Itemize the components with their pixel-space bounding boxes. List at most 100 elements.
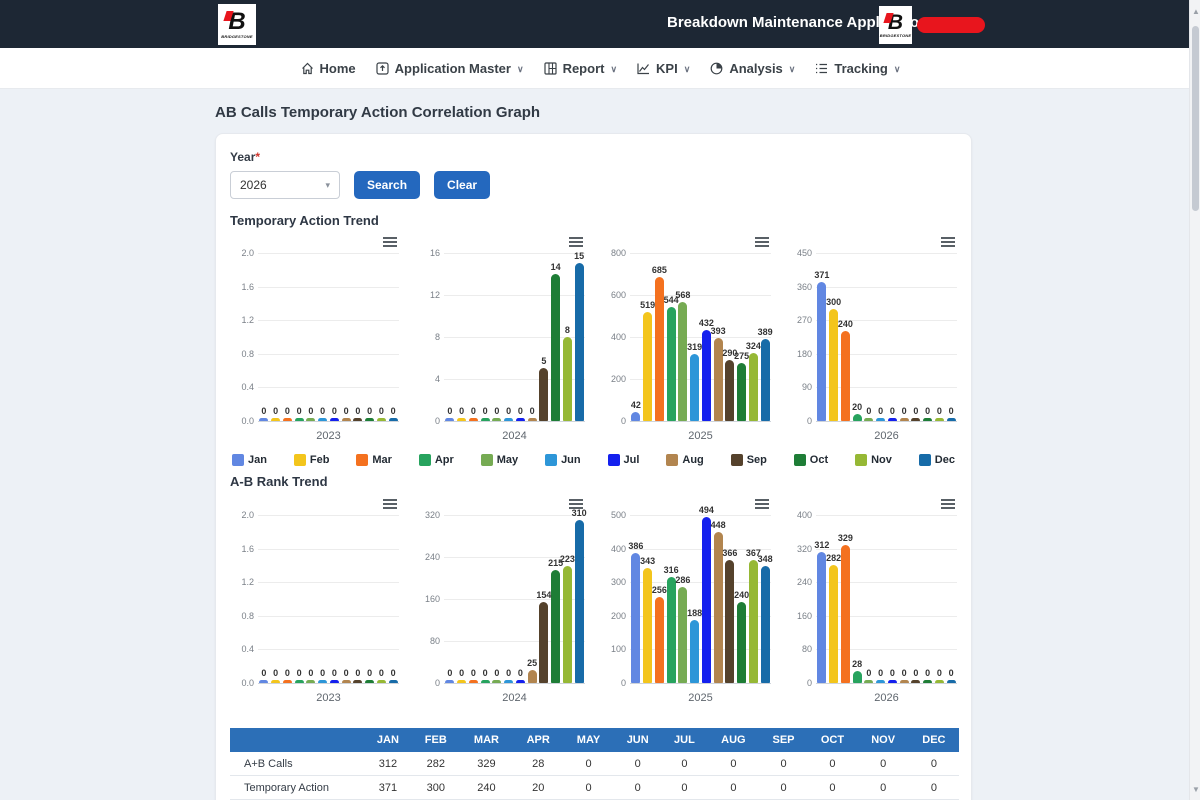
chart-hamburger-menu-icon[interactable]: [941, 499, 955, 511]
table-cell: 300: [411, 775, 460, 800]
bar-shape: [271, 680, 281, 683]
legend-item-nov[interactable]: Nov: [855, 454, 892, 466]
bridgestone-logo-small: B BRIDGESTONE: [879, 6, 912, 44]
chart-hamburger-menu-icon[interactable]: [383, 499, 397, 511]
bar-value-label: 0: [390, 406, 396, 416]
bar-shape: [643, 312, 653, 421]
bar-value-label: 0: [494, 406, 500, 416]
bar-shape: [329, 418, 339, 421]
chart-hamburger-menu-icon[interactable]: [383, 237, 397, 249]
legend-swatch: [232, 454, 244, 466]
nav-item-application-master[interactable]: Application Master ∨: [375, 61, 524, 76]
bar-value-label: 0: [913, 668, 919, 678]
table-cell: 0: [613, 775, 662, 800]
legend-item-aug[interactable]: Aug: [666, 454, 704, 466]
bar-feb: 519: [640, 239, 655, 421]
table-cell: 329: [459, 752, 514, 776]
legend-swatch: [730, 454, 743, 466]
bar-value-label: 14: [550, 262, 561, 272]
gridline: [630, 683, 771, 684]
gridline: [630, 582, 771, 583]
legend-item-apr[interactable]: Apr: [418, 454, 454, 466]
bar-jan: 0: [445, 239, 455, 421]
bar-shape: [551, 570, 561, 683]
vertical-scrollbar[interactable]: ▲ ▼: [1189, 0, 1200, 800]
chart-hamburger-menu-icon[interactable]: [569, 237, 583, 249]
table-cell: 0: [563, 775, 614, 800]
legend-item-jun[interactable]: Jun: [545, 454, 581, 466]
bar-shape: [713, 338, 723, 421]
nav-item-analysis[interactable]: Analysis ∨: [709, 61, 795, 76]
gridline: [258, 421, 399, 422]
gridline: [630, 515, 771, 516]
bar-may: 0: [492, 239, 502, 421]
main-nav: Home Application Master ∨ Report ∨ KPI ∨ Analys…: [0, 48, 1200, 89]
legend-item-dec[interactable]: Dec: [918, 454, 955, 466]
bar-apr: 28: [852, 501, 862, 683]
bar-jul: 0: [887, 239, 897, 421]
legend-item-sep[interactable]: Sep: [730, 454, 767, 466]
table-header-apr: APR: [513, 728, 564, 752]
bar-value-label: 240: [837, 319, 853, 329]
legend-item-may[interactable]: May: [480, 454, 518, 466]
bar-chart-a-b-rank-trend2024: 320 240 160 80 0 0 0 0 0 0 0 0 25 154 215 223 310 2024: [418, 496, 587, 704]
legend-item-oct[interactable]: Oct: [793, 454, 828, 466]
nav-item-kpi[interactable]: KPI ∨: [636, 61, 690, 76]
bar-sep: 0: [353, 501, 363, 683]
bar-jul: 494: [699, 501, 714, 683]
bar-feb: 0: [457, 501, 467, 683]
bar-value-label: 0: [447, 668, 453, 678]
legend-item-jul[interactable]: Jul: [607, 454, 639, 466]
bar-shape: [737, 363, 747, 421]
bar-value-label: 544: [663, 295, 679, 305]
bar-value-label: 0: [331, 406, 337, 416]
gridline: [816, 354, 957, 355]
scrollbar-thumb[interactable]: [1192, 26, 1199, 211]
bar-jun: 0: [876, 501, 886, 683]
legend-swatch: [418, 454, 431, 466]
chart-hamburger-menu-icon[interactable]: [755, 499, 769, 511]
y-axis-tick-label: 200: [610, 374, 626, 384]
bar-jul: 0: [887, 501, 897, 683]
y-axis-tick-label: 1.2: [241, 577, 254, 587]
nav-item-report[interactable]: Report ∨: [543, 61, 617, 76]
bar-apr: 0: [294, 239, 304, 421]
y-axis-tick-label: 200: [610, 611, 626, 621]
nav-item-home[interactable]: Home: [300, 61, 356, 76]
legend-item-feb[interactable]: Feb: [293, 454, 329, 466]
bar-shape: [306, 418, 316, 421]
bar-shape: [527, 418, 537, 421]
bar-aug: 0: [527, 239, 537, 421]
chart-hamburger-menu-icon[interactable]: [941, 237, 955, 249]
bar-shape: [271, 418, 281, 421]
nav-item-tracking[interactable]: Tracking ∨: [814, 61, 900, 76]
search-button[interactable]: Search: [354, 171, 421, 199]
y-axis-tick-label: 300: [610, 577, 626, 587]
clear-button[interactable]: Clear: [434, 171, 491, 199]
bar-value-label: 0: [482, 668, 488, 678]
legend-item-jan[interactable]: Jan: [232, 454, 267, 466]
bar-aug: 0: [899, 501, 909, 683]
legend-swatch: [666, 454, 679, 466]
table-cell: 20: [513, 775, 564, 800]
legend-item-mar[interactable]: Mar: [356, 454, 392, 466]
bar-shape: [492, 680, 502, 683]
bar-value-label: 0: [517, 668, 523, 678]
chart-hamburger-menu-icon[interactable]: [755, 237, 769, 249]
bar-shape: [259, 680, 269, 683]
bar-shape: [725, 560, 735, 683]
chart-hamburger-menu-icon[interactable]: [569, 499, 583, 511]
content-card: Year* 2026 ▾ Search Clear Temporary Acti…: [215, 133, 972, 800]
bar-shape: [562, 566, 572, 683]
table-cell: 282: [411, 752, 460, 776]
bar-value-label: 329: [837, 533, 853, 543]
table-cell: 0: [908, 775, 959, 800]
bar-feb: 0: [457, 239, 467, 421]
year-select[interactable]: 2026 ▾: [230, 171, 340, 199]
gridline: [258, 582, 399, 583]
bar-shape: [760, 566, 770, 683]
bar-nov: 0: [934, 501, 944, 683]
scrollbar-up-arrow-icon[interactable]: ▲: [1192, 7, 1200, 16]
scrollbar-down-arrow-icon[interactable]: ▼: [1192, 785, 1200, 794]
y-axis-tick-label: 0.4: [241, 644, 254, 654]
